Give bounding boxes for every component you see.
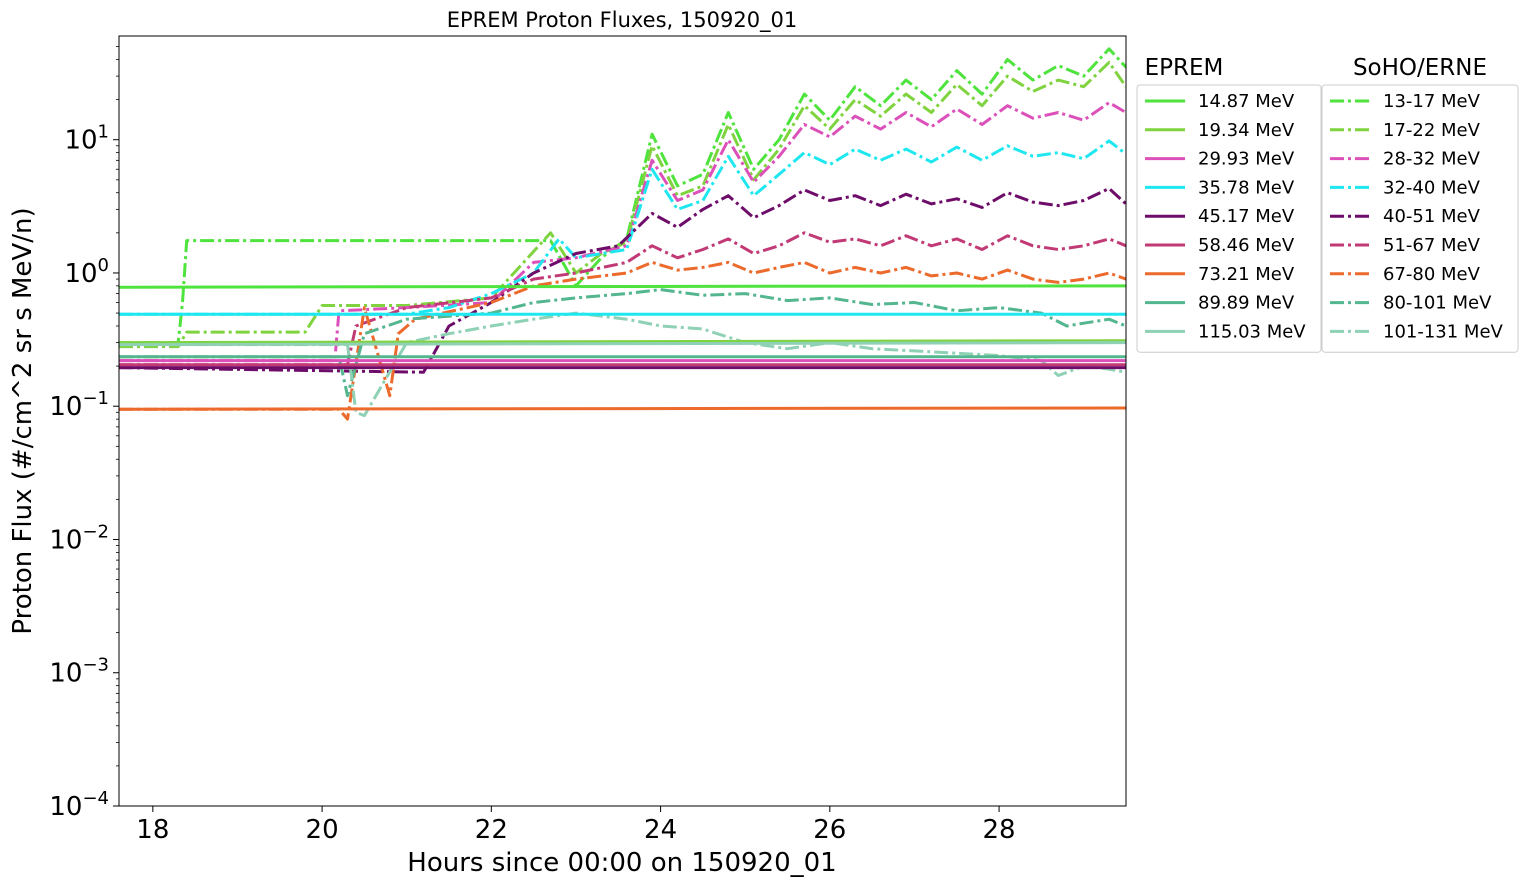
y-tick-label: 100 [64,255,109,289]
y-axis-label: Proton Flux (#/cm^2 sr s MeV/n) [8,207,38,634]
legend-entry-label: 35.78 MeV [1198,177,1295,198]
legend-box [1321,84,1519,353]
legend-entry-label: 73.21 MeV [1198,264,1295,285]
series-dashdot-28-32-mev [119,101,1126,363]
series-dashdot-51-67-mev [119,231,1126,367]
legend-entry-label: 19.34 MeV [1198,120,1295,141]
legend-entry-label: 28-32 MeV [1383,149,1481,170]
series-solid-14-87-mev [119,284,1126,289]
legend-title: SoHO/ERNE [1353,55,1487,81]
legend-entry-label: 17-22 MeV [1383,120,1481,141]
legend-entry-label: 32-40 MeV [1383,177,1481,198]
series-solid-19-34-mev [119,339,1126,345]
legend-entry-label: 14.87 MeV [1198,91,1295,112]
x-tick-label: 18 [136,815,169,845]
series-dashdot-13-17-mev [119,47,1126,345]
series-solid-115-03-mev [119,341,1126,347]
series-dashdot-40-51-mev [119,187,1126,374]
legend-entry-label: 29.93 MeV [1198,149,1295,170]
legend-entry-label: 89.89 MeV [1198,293,1295,314]
y-tick-label: 10−3 [49,655,109,689]
x-tick-label: 26 [813,815,846,845]
series-dashdot-17-22-mev [119,60,1126,349]
legend-entry-label: 51-67 MeV [1383,235,1481,256]
x-tick-label: 24 [644,815,677,845]
legend-entry-label: 67-80 MeV [1383,264,1481,285]
y-tick-label: 10−2 [49,521,109,555]
legend-entry-label: 58.46 MeV [1198,235,1295,256]
x-tick-label: 20 [306,815,339,845]
series-dashdot-32-40-mev [119,139,1126,316]
plot-frame [118,35,1127,807]
legend-title: EPREM [1145,55,1224,81]
x-axis: 18 20 22 24 26 28 [136,806,1016,845]
x-axis-label: Hours since 00:00 on 150920_01 [407,848,836,878]
x-tick-label: 22 [475,815,508,845]
legend-entry-label: 40-51 MeV [1383,206,1481,227]
legend-entry-label: 101-131 MeV [1383,321,1504,342]
legend-entry-label: 45.17 MeV [1198,206,1295,227]
legend-entry-label: 13-17 MeV [1383,91,1481,112]
series-dashdot-101-131-mev [119,311,1126,418]
legend-layer: EPREM 14.87 MeV 19.34 MeV 29.93 MeV 35.78 Me… [1136,55,1519,353]
legend-entry-label: 80-101 MeV [1383,293,1492,314]
chart-title: EPREM Proton Fluxes, 150920_01 [447,8,798,33]
series-dashdot-80-101-mev [119,288,1126,398]
y-axis: 10−4 10−3 10−2 10−1 100 101 [49,46,119,822]
series-layer [119,47,1126,421]
y-tick-label: 10−1 [49,388,109,422]
y-tick-label: 101 [64,122,109,156]
legend-entry-label: 115.03 MeV [1198,321,1306,342]
legend-box [1136,84,1322,353]
series-dashdot-67-80-mev [119,260,1126,421]
x-tick-label: 28 [983,815,1016,845]
series-solid-73-21-mev [119,406,1126,411]
y-tick-label: 10−4 [49,788,109,822]
